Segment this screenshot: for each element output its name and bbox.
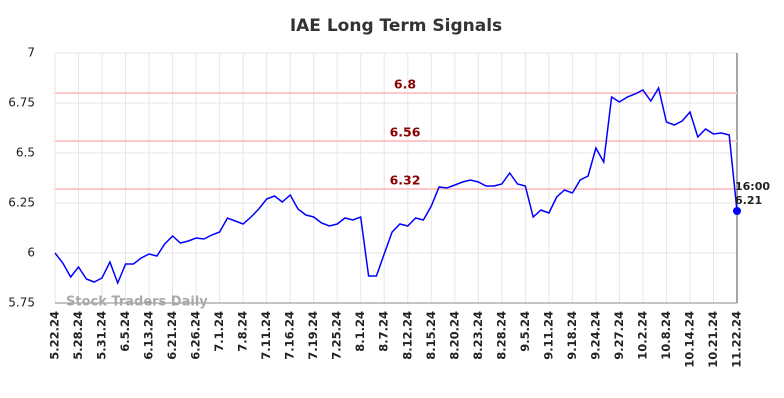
x-tick-label: 5.31.24 — [95, 311, 109, 360]
y-tick-label: 7 — [27, 46, 35, 60]
x-tick-label: 7.8.24 — [236, 311, 250, 352]
x-tick-label: 8.12.24 — [400, 311, 414, 360]
last-value: 6.21 — [735, 194, 762, 207]
x-tick-label: 9.18.24 — [565, 311, 579, 360]
y-tick-label: 6 — [27, 246, 35, 260]
x-tick-label: 6.26.24 — [189, 311, 203, 360]
chart-title: IAE Long Term Signals — [290, 16, 502, 36]
signal-label: 6.56 — [390, 125, 421, 140]
y-tick-label: 6.5 — [16, 146, 35, 160]
x-tick-label: 8.7.24 — [377, 311, 391, 352]
x-tick-label: 5.28.24 — [71, 311, 85, 360]
x-tick-label: 8.23.24 — [471, 311, 485, 360]
x-tick-label: 9.27.24 — [612, 311, 626, 360]
x-tick-label: 7.19.24 — [306, 311, 320, 360]
x-tick-label: 9.11.24 — [541, 311, 555, 360]
y-tick-label: 6.75 — [8, 96, 35, 110]
x-tick-label: 7.1.24 — [212, 311, 226, 352]
signal-label: 6.8 — [394, 77, 416, 92]
x-tick-label: 10.21.24 — [706, 311, 720, 368]
x-tick-label: 7.25.24 — [330, 311, 344, 360]
x-tick-label: 10.2.24 — [635, 311, 649, 360]
x-tick-label: 7.16.24 — [283, 311, 297, 360]
x-tick-label: 8.1.24 — [353, 311, 367, 352]
x-tick-label: 11.22.24 — [730, 311, 744, 368]
y-tick-label: 5.75 — [8, 296, 35, 310]
x-tick-label: 8.15.24 — [424, 311, 438, 360]
x-tick-label: 5.22.24 — [48, 311, 62, 360]
last-time: 16:00 — [735, 180, 770, 193]
x-tick-label: 6.5.24 — [118, 311, 132, 352]
price-line — [54, 86, 738, 286]
y-tick-label: 6.25 — [8, 196, 35, 210]
x-tick-label: 8.28.24 — [494, 311, 508, 360]
x-tick-label: 8.20.24 — [447, 311, 461, 360]
x-tick-label: 6.21.24 — [165, 311, 179, 360]
x-tick-label: 9.24.24 — [588, 311, 602, 360]
last-point — [733, 207, 741, 215]
x-tick-label: 9.5.24 — [518, 311, 532, 352]
signal-label: 6.32 — [390, 173, 421, 188]
x-tick-label: 10.8.24 — [659, 311, 673, 360]
x-tick-label: 6.13.24 — [142, 311, 156, 360]
x-tick-label: 10.14.24 — [682, 311, 696, 368]
watermark: Stock Traders Daily — [66, 295, 208, 310]
x-tick-label: 7.11.24 — [259, 311, 273, 360]
